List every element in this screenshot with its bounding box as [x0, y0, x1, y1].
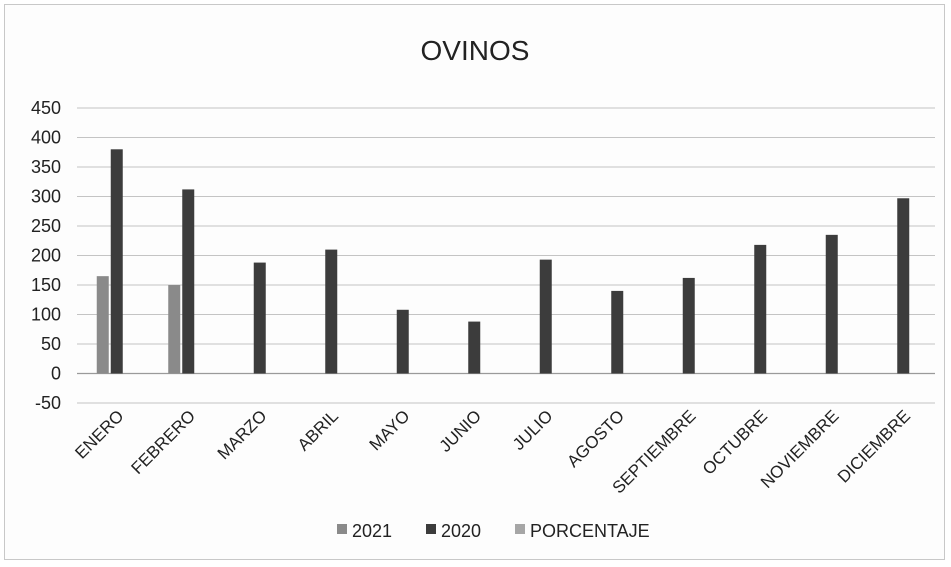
x-tick-label: DICIEMBRE [834, 406, 914, 486]
y-tick-label: 350 [31, 157, 61, 177]
x-tick-label: ENERO [71, 406, 127, 462]
y-tick-label: 450 [31, 98, 61, 118]
bar-2020-enero [110, 149, 123, 374]
chart-frame: OVINOS -50 0 50 100 150 200 250 300 350 400 450 EN… [4, 4, 945, 560]
legend-label-porcentaje: PORCENTAJE [530, 521, 650, 541]
y-tick-label: 150 [31, 275, 61, 295]
bar-chart: OVINOS -50 0 50 100 150 200 250 300 350 400 450 EN… [31, 35, 935, 541]
x-tick-label: JULIO [509, 406, 557, 454]
bars [96, 149, 910, 374]
y-axis-ticks: -50 0 50 100 150 200 250 300 350 400 450 [31, 98, 61, 413]
legend-swatch-2021 [337, 524, 347, 534]
legend: 2021 2020 PORCENTAJE [337, 521, 650, 541]
y-tick-label: 250 [31, 216, 61, 236]
x-tick-label: AGOSTO [563, 406, 628, 471]
y-tick-label: 400 [31, 128, 61, 148]
gridlines [77, 107, 935, 404]
legend-swatch-porcentaje [515, 524, 525, 534]
bar-2020-julio [539, 259, 552, 374]
chart-title: OVINOS [421, 35, 530, 66]
bar-2021-febrero [168, 285, 181, 374]
y-tick-label: 0 [51, 364, 61, 384]
y-tick-label: 100 [31, 305, 61, 325]
bar-2020-febrero [182, 189, 195, 374]
bar-2020-abril [325, 249, 338, 374]
legend-label-2021: 2021 [352, 521, 392, 541]
x-tick-label: FEBRERO [128, 406, 200, 478]
bar-2020-septiembre [682, 277, 695, 374]
x-axis-ticks: ENERO FEBRERO MARZO ABRIL MAYO JUNIO JULIO AGOS… [71, 406, 914, 497]
x-tick-label: JUNIO [436, 406, 485, 455]
bar-2020-mayo [396, 309, 409, 374]
bar-2020-agosto [611, 290, 624, 374]
x-tick-label: MAYO [366, 406, 414, 454]
bar-2021-enero [96, 276, 109, 374]
legend-label-2020: 2020 [441, 521, 481, 541]
y-tick-label: -50 [35, 393, 61, 413]
bar-2020-noviembre [825, 234, 838, 374]
y-tick-label: 50 [41, 334, 61, 354]
bar-2020-junio [468, 321, 481, 374]
bar-2020-marzo [253, 262, 266, 374]
x-tick-label: MARZO [214, 406, 271, 463]
y-tick-label: 200 [31, 246, 61, 266]
bar-2020-diciembre [897, 198, 910, 374]
y-tick-label: 300 [31, 187, 61, 207]
x-tick-label: OCTUBRE [699, 406, 771, 478]
x-tick-label: ABRIL [294, 406, 342, 454]
bar-2020-octubre [754, 244, 767, 374]
legend-swatch-2020 [426, 524, 436, 534]
